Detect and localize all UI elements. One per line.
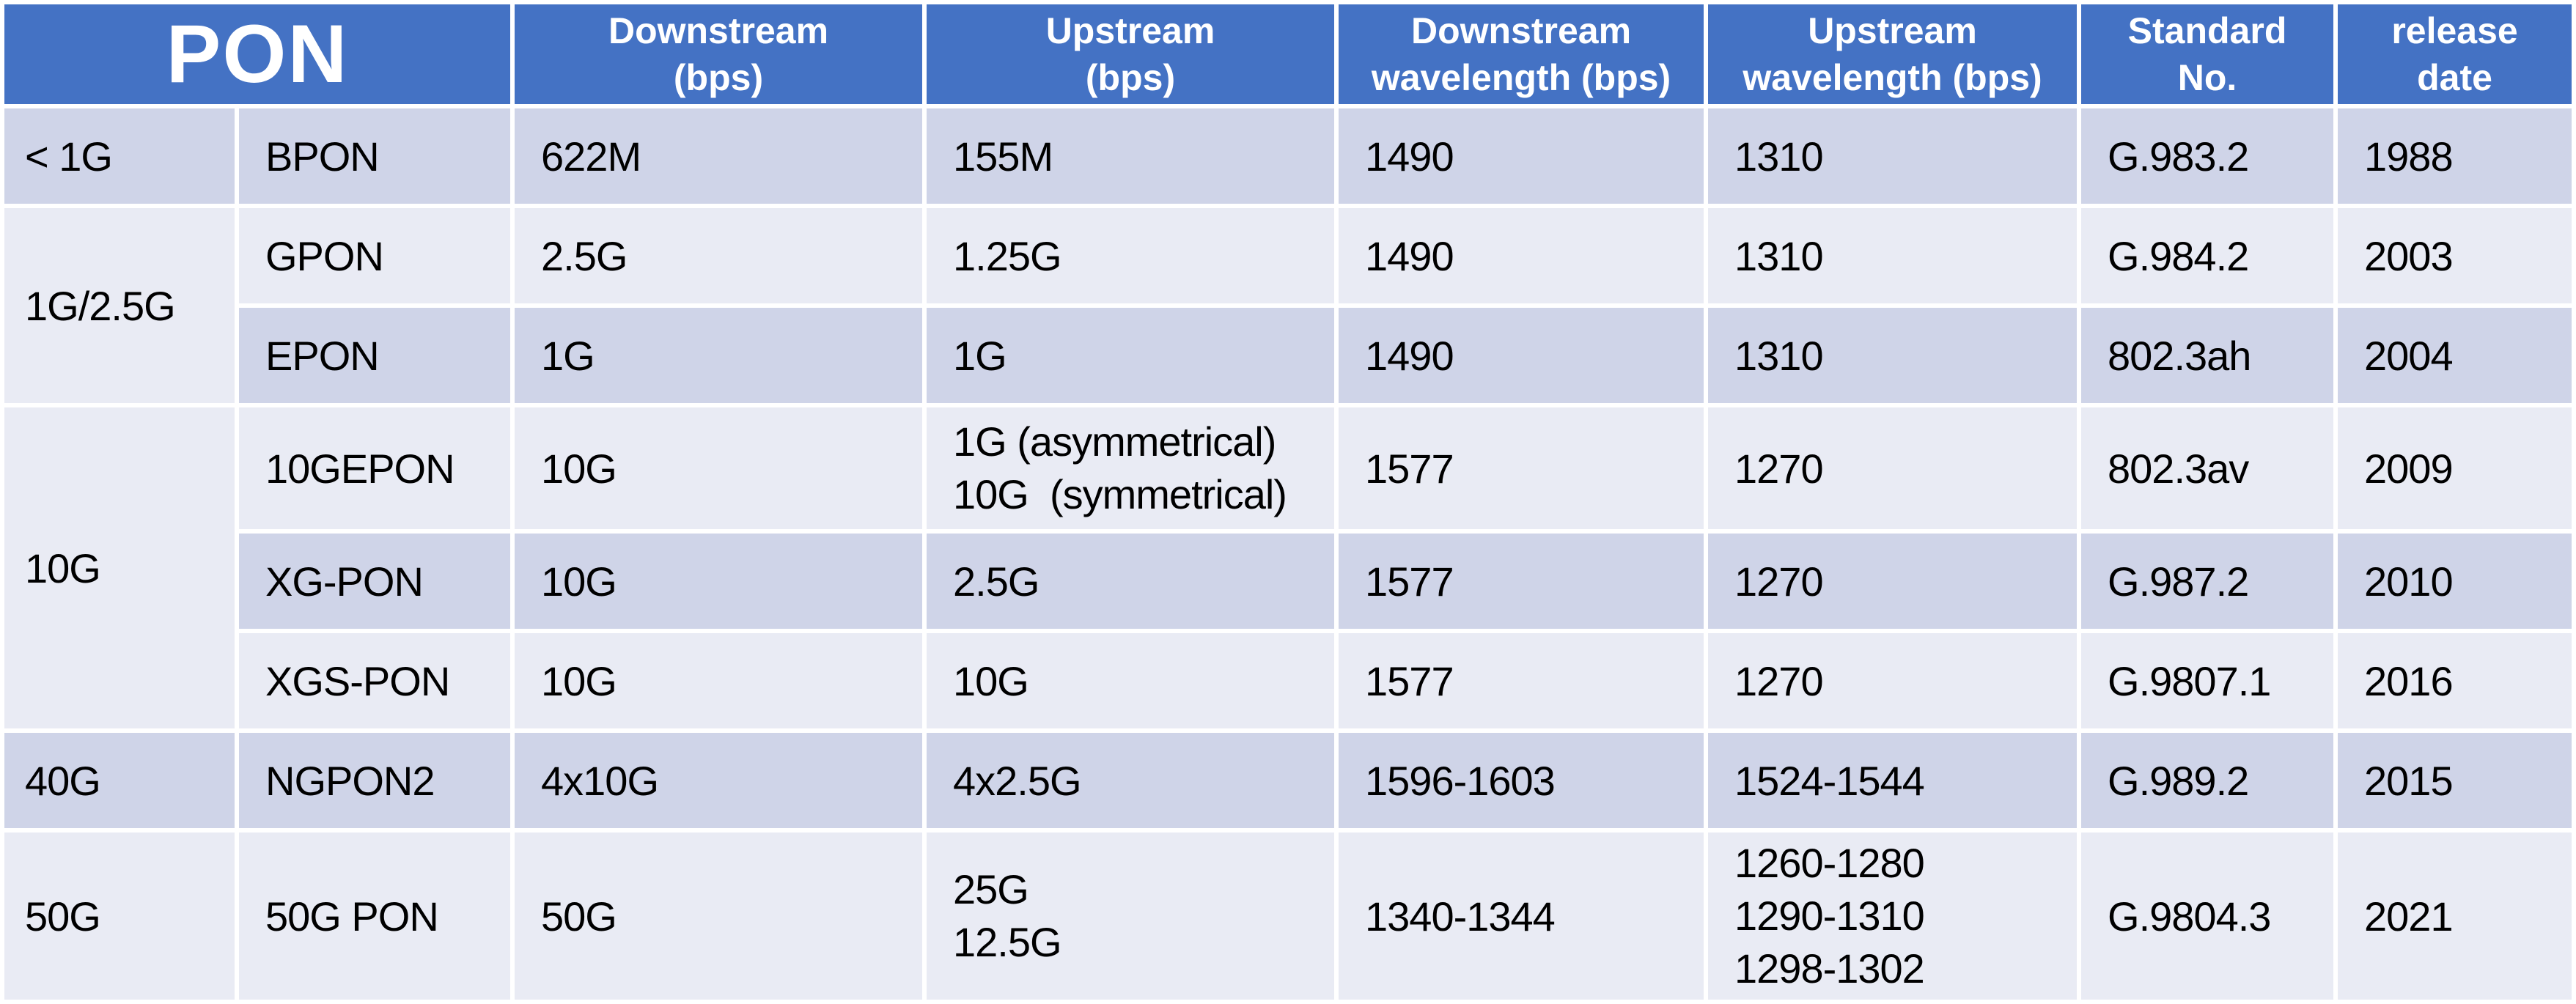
col-header-upstream-bps: Upstream (bps) [927, 4, 1335, 104]
cell-line: 12.5G [953, 919, 1062, 965]
pon-type-cell: XGS-PON [239, 633, 511, 728]
upstream-wavelength-cell: 1310 [1708, 108, 2078, 204]
downstream-wavelength-cell: 1490 [1339, 308, 1704, 403]
downstream-cell: 10G [515, 407, 923, 529]
header-line: Downstream [1410, 10, 1632, 51]
upstream-wavelength-cell: 1310 [1708, 208, 2078, 303]
standard-no-cell: G.9807.1 [2081, 633, 2334, 728]
header-row: PON Downstream (bps) Upstream (bps) Down… [4, 4, 2572, 104]
table-row: 50G 50G PON 50G 25G 12.5G 1340-1344 1260… [4, 833, 2572, 1000]
upstream-cell: 2.5G [927, 534, 1335, 629]
release-date-cell: 2003 [2338, 208, 2572, 303]
group-cell: 50G [4, 833, 235, 1000]
downstream-cell: 4x10G [515, 733, 923, 828]
downstream-cell: 10G [515, 534, 923, 629]
release-date-cell: 1988 [2338, 108, 2572, 204]
header-line: No. [2177, 57, 2237, 98]
table-title: PON [4, 4, 511, 104]
pon-type-cell: NGPON2 [239, 733, 511, 828]
upstream-wavelength-cell: 1310 [1708, 308, 2078, 403]
downstream-wavelength-cell: 1490 [1339, 208, 1704, 303]
header-line: (bps) [1085, 57, 1176, 98]
standard-no-cell: G.987.2 [2081, 534, 2334, 629]
downstream-cell: 10G [515, 633, 923, 728]
table-row: 1G/2.5G GPON 2.5G 1.25G 1490 1310 G.984.… [4, 208, 2572, 403]
downstream-cell: 1G [515, 308, 923, 403]
header-line: Upstream [1045, 10, 1215, 51]
upstream-cell: 10G [927, 633, 1335, 728]
header-line: wavelength (bps) [1743, 57, 2042, 98]
upstream-cell: 4x2.5G [927, 733, 1335, 828]
downstream-wavelength-cell: 1577 [1339, 407, 1704, 529]
upstream-wavelength-cell: 1270 [1708, 633, 2078, 728]
table-row: EPON 1G 1G 1490 1310 802.3ah 2004 [4, 308, 2572, 403]
pon-type-cell: 50G PON [239, 833, 511, 1000]
downstream-cell: 50G [515, 833, 923, 1000]
release-date-cell: 2015 [2338, 733, 2572, 828]
table-row: 10G 10GEPON 10G 1G (asymmetrical) 10G (s… [4, 407, 2572, 728]
upstream-wavelength-cell: 1270 [1708, 534, 2078, 629]
col-header-release-date: release date [2338, 4, 2572, 104]
cell-line: 1290-1310 [1734, 893, 1925, 940]
standard-no-cell: 802.3av [2081, 407, 2334, 529]
col-header-downstream-wavelength: Downstream wavelength (bps) [1339, 4, 1704, 104]
downstream-wavelength-cell: 1577 [1339, 633, 1704, 728]
col-header-upstream-wavelength: Upstream wavelength (bps) [1708, 4, 2078, 104]
group-cell: 10G [4, 407, 235, 728]
table-row: 40G NGPON2 4x10G 4x2.5G 1596-1603 1524-1… [4, 733, 2572, 828]
pon-type-cell: 10GEPON [239, 407, 511, 529]
group-cell: 1G/2.5G [4, 208, 235, 403]
table-row: XGS-PON 10G 10G 1577 1270 G.9807.1 2016 [4, 633, 2572, 728]
release-date-cell: 2010 [2338, 534, 2572, 629]
header-line: Standard [2127, 10, 2287, 51]
group-cell: < 1G [4, 108, 235, 204]
upstream-wavelength-cell: 1260-1280 1290-1310 1298-1302 [1708, 833, 2078, 1000]
downstream-cell: 2.5G [515, 208, 923, 303]
release-date-cell: 2016 [2338, 633, 2572, 728]
group-cell: 40G [4, 733, 235, 828]
upstream-cell: 25G 12.5G [927, 833, 1335, 1000]
downstream-cell: 622M [515, 108, 923, 204]
table-row: XG-PON 10G 2.5G 1577 1270 G.987.2 2010 [4, 534, 2572, 629]
header-line: Upstream [1808, 10, 1977, 51]
pon-type-cell: EPON [239, 308, 511, 403]
header-line: wavelength (bps) [1371, 57, 1671, 98]
upstream-cell: 155M [927, 108, 1335, 204]
upstream-cell: 1G [927, 308, 1335, 403]
upstream-cell: 1G (asymmetrical) 10G (symmetrical) [927, 407, 1335, 529]
col-header-standard-no: Standard No. [2081, 4, 2334, 104]
cell-line: 1G (asymmetrical) [953, 418, 1276, 465]
cell-line: 1260-1280 [1734, 840, 1925, 887]
standard-no-cell: 802.3ah [2081, 308, 2334, 403]
cell-line: 25G [953, 866, 1029, 913]
standard-no-cell: G.983.2 [2081, 108, 2334, 204]
table-row: < 1G BPON 622M 155M 1490 1310 G.983.2 19… [4, 108, 2572, 204]
cell-line: 10G (symmetrical) [953, 471, 1287, 517]
header-line: release [2391, 10, 2518, 51]
cell-line: 1298-1302 [1734, 945, 1925, 992]
downstream-wavelength-cell: 1490 [1339, 108, 1704, 204]
release-date-cell: 2009 [2338, 407, 2572, 529]
standard-no-cell: G.989.2 [2081, 733, 2334, 828]
col-header-downstream-bps: Downstream (bps) [515, 4, 923, 104]
downstream-wavelength-cell: 1577 [1339, 534, 1704, 629]
header-line: date [2417, 57, 2492, 98]
pon-type-cell: GPON [239, 208, 511, 303]
standard-no-cell: G.9804.3 [2081, 833, 2334, 1000]
downstream-wavelength-cell: 1340-1344 [1339, 833, 1704, 1000]
pon-type-cell: BPON [239, 108, 511, 204]
release-date-cell: 2021 [2338, 833, 2572, 1000]
header-line: Downstream [608, 10, 829, 51]
upstream-wavelength-cell: 1270 [1708, 407, 2078, 529]
downstream-wavelength-cell: 1596-1603 [1339, 733, 1704, 828]
pon-type-cell: XG-PON [239, 534, 511, 629]
upstream-cell: 1.25G [927, 208, 1335, 303]
standard-no-cell: G.984.2 [2081, 208, 2334, 303]
header-line: (bps) [673, 57, 764, 98]
release-date-cell: 2004 [2338, 308, 2572, 403]
upstream-wavelength-cell: 1524-1544 [1708, 733, 2078, 828]
